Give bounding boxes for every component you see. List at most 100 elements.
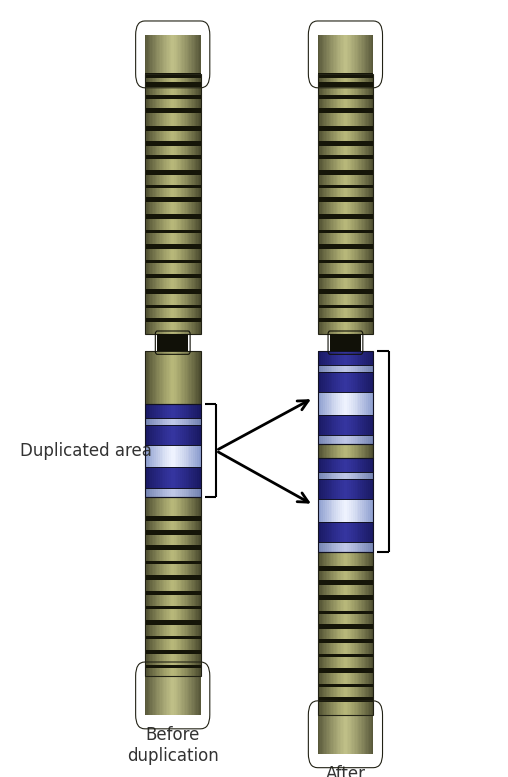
Bar: [370, 392, 371, 415]
Bar: [154, 35, 156, 74]
Bar: [351, 542, 353, 552]
Bar: [170, 676, 171, 715]
Bar: [358, 715, 359, 754]
Bar: [341, 35, 342, 74]
Bar: [153, 351, 154, 404]
Bar: [165, 445, 167, 468]
Bar: [337, 552, 338, 715]
Bar: [342, 35, 344, 74]
Bar: [331, 552, 333, 715]
Bar: [186, 445, 187, 468]
Bar: [167, 418, 169, 424]
Bar: [160, 35, 162, 74]
Bar: [327, 472, 329, 479]
Bar: [358, 35, 359, 74]
Bar: [193, 468, 195, 488]
Bar: [366, 392, 368, 415]
Bar: [347, 74, 348, 334]
Bar: [342, 415, 343, 435]
Bar: [180, 676, 181, 715]
Bar: [146, 351, 147, 404]
Bar: [320, 365, 321, 371]
Bar: [180, 424, 182, 445]
Bar: [349, 458, 351, 472]
Bar: [154, 497, 156, 676]
Bar: [340, 35, 341, 74]
Bar: [368, 435, 370, 444]
Bar: [353, 351, 355, 365]
Bar: [319, 35, 320, 74]
Bar: [336, 542, 338, 552]
Bar: [187, 35, 188, 74]
Bar: [318, 654, 373, 657]
Bar: [145, 561, 201, 564]
Bar: [181, 351, 182, 404]
Bar: [362, 392, 364, 415]
Bar: [146, 497, 147, 676]
Bar: [145, 351, 146, 404]
Bar: [370, 500, 371, 522]
Bar: [342, 542, 343, 552]
Bar: [341, 444, 342, 458]
Bar: [343, 479, 345, 500]
Bar: [162, 35, 163, 74]
Bar: [343, 472, 345, 479]
Bar: [157, 497, 158, 676]
Bar: [160, 676, 162, 715]
Bar: [334, 715, 336, 754]
Bar: [145, 636, 201, 639]
Bar: [173, 468, 175, 488]
Bar: [351, 35, 353, 74]
Bar: [334, 392, 336, 415]
Bar: [165, 676, 166, 715]
Bar: [192, 488, 193, 497]
Bar: [334, 35, 336, 74]
Bar: [359, 435, 360, 444]
Bar: [165, 404, 167, 418]
Bar: [167, 351, 169, 404]
Bar: [351, 458, 353, 472]
Bar: [345, 351, 347, 365]
Bar: [357, 371, 359, 392]
Bar: [193, 488, 195, 497]
Bar: [342, 74, 344, 334]
Bar: [340, 500, 342, 522]
Bar: [173, 488, 175, 497]
Bar: [371, 435, 373, 444]
Bar: [332, 542, 334, 552]
Bar: [334, 472, 336, 479]
Bar: [355, 415, 357, 435]
Bar: [334, 542, 336, 552]
Bar: [361, 552, 362, 715]
Bar: [343, 500, 345, 522]
Bar: [372, 715, 373, 754]
Bar: [323, 35, 325, 74]
Bar: [186, 468, 187, 488]
Bar: [178, 404, 180, 418]
Bar: [332, 435, 334, 444]
Bar: [333, 444, 334, 458]
Bar: [321, 500, 323, 522]
Bar: [329, 371, 331, 392]
Bar: [166, 35, 167, 74]
Bar: [318, 170, 373, 175]
Bar: [165, 418, 167, 424]
Bar: [154, 676, 156, 715]
Bar: [185, 351, 187, 404]
Bar: [337, 715, 338, 754]
Bar: [178, 351, 180, 404]
Bar: [354, 552, 355, 715]
Bar: [171, 445, 173, 468]
Bar: [371, 715, 372, 754]
Bar: [345, 500, 347, 522]
Bar: [357, 392, 359, 415]
Bar: [145, 591, 201, 595]
Bar: [198, 351, 199, 404]
Bar: [364, 479, 366, 500]
Bar: [145, 95, 201, 99]
Bar: [355, 74, 357, 334]
Bar: [180, 497, 181, 676]
Bar: [199, 74, 201, 334]
Bar: [160, 74, 162, 334]
Bar: [182, 445, 184, 468]
